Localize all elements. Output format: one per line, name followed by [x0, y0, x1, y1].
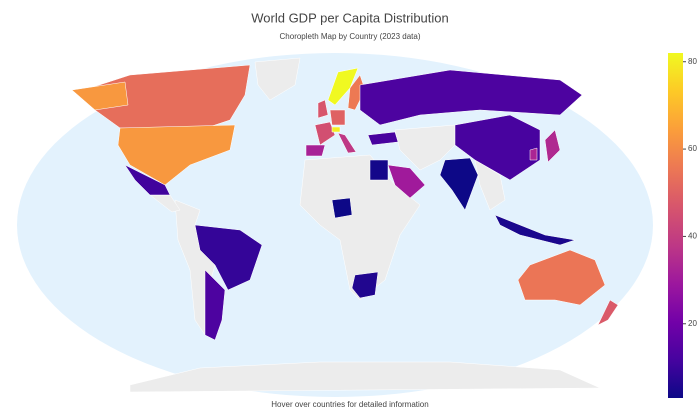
colorbar-tick-label: 40 — [688, 232, 697, 241]
land-antarctica — [129, 361, 601, 393]
colorbar-tick-label: 60 — [688, 144, 697, 153]
country[interactable] — [331, 197, 353, 219]
country[interactable] — [369, 159, 389, 181]
note: Hover over countries for detailed inform… — [271, 400, 428, 408]
land-se-asia — [474, 159, 506, 211]
country[interactable] — [71, 81, 236, 186]
country[interactable] — [327, 67, 359, 106]
colorbar-tick-label: 80 — [688, 57, 697, 66]
country[interactable] — [387, 164, 426, 199]
country[interactable] — [89, 64, 251, 131]
country[interactable] — [359, 69, 583, 126]
colorbar — [668, 53, 683, 398]
countries — [71, 64, 619, 341]
country[interactable] — [544, 129, 561, 163]
country[interactable] — [314, 121, 336, 146]
chart-subtitle: Choropleth Map by Country (2023 data) — [280, 32, 421, 41]
country[interactable] — [597, 299, 619, 326]
country[interactable] — [351, 271, 379, 299]
country[interactable] — [305, 144, 326, 157]
country[interactable] — [529, 147, 538, 161]
country[interactable] — [317, 99, 329, 119]
country[interactable] — [454, 114, 541, 181]
country[interactable] — [494, 214, 576, 246]
country[interactable] — [337, 132, 357, 154]
country[interactable] — [331, 126, 341, 133]
country[interactable] — [204, 269, 226, 341]
chart-title: World GDP per Capita Distribution — [251, 10, 449, 25]
land — [129, 57, 601, 393]
colorbar-tick-label: 20 — [688, 319, 697, 328]
country[interactable] — [329, 109, 346, 126]
country[interactable] — [439, 157, 479, 211]
land-greenland — [254, 57, 301, 101]
map — [17, 53, 653, 397]
country[interactable] — [367, 131, 399, 146]
country[interactable] — [124, 164, 171, 196]
country[interactable] — [194, 224, 263, 291]
country[interactable] — [517, 249, 606, 306]
